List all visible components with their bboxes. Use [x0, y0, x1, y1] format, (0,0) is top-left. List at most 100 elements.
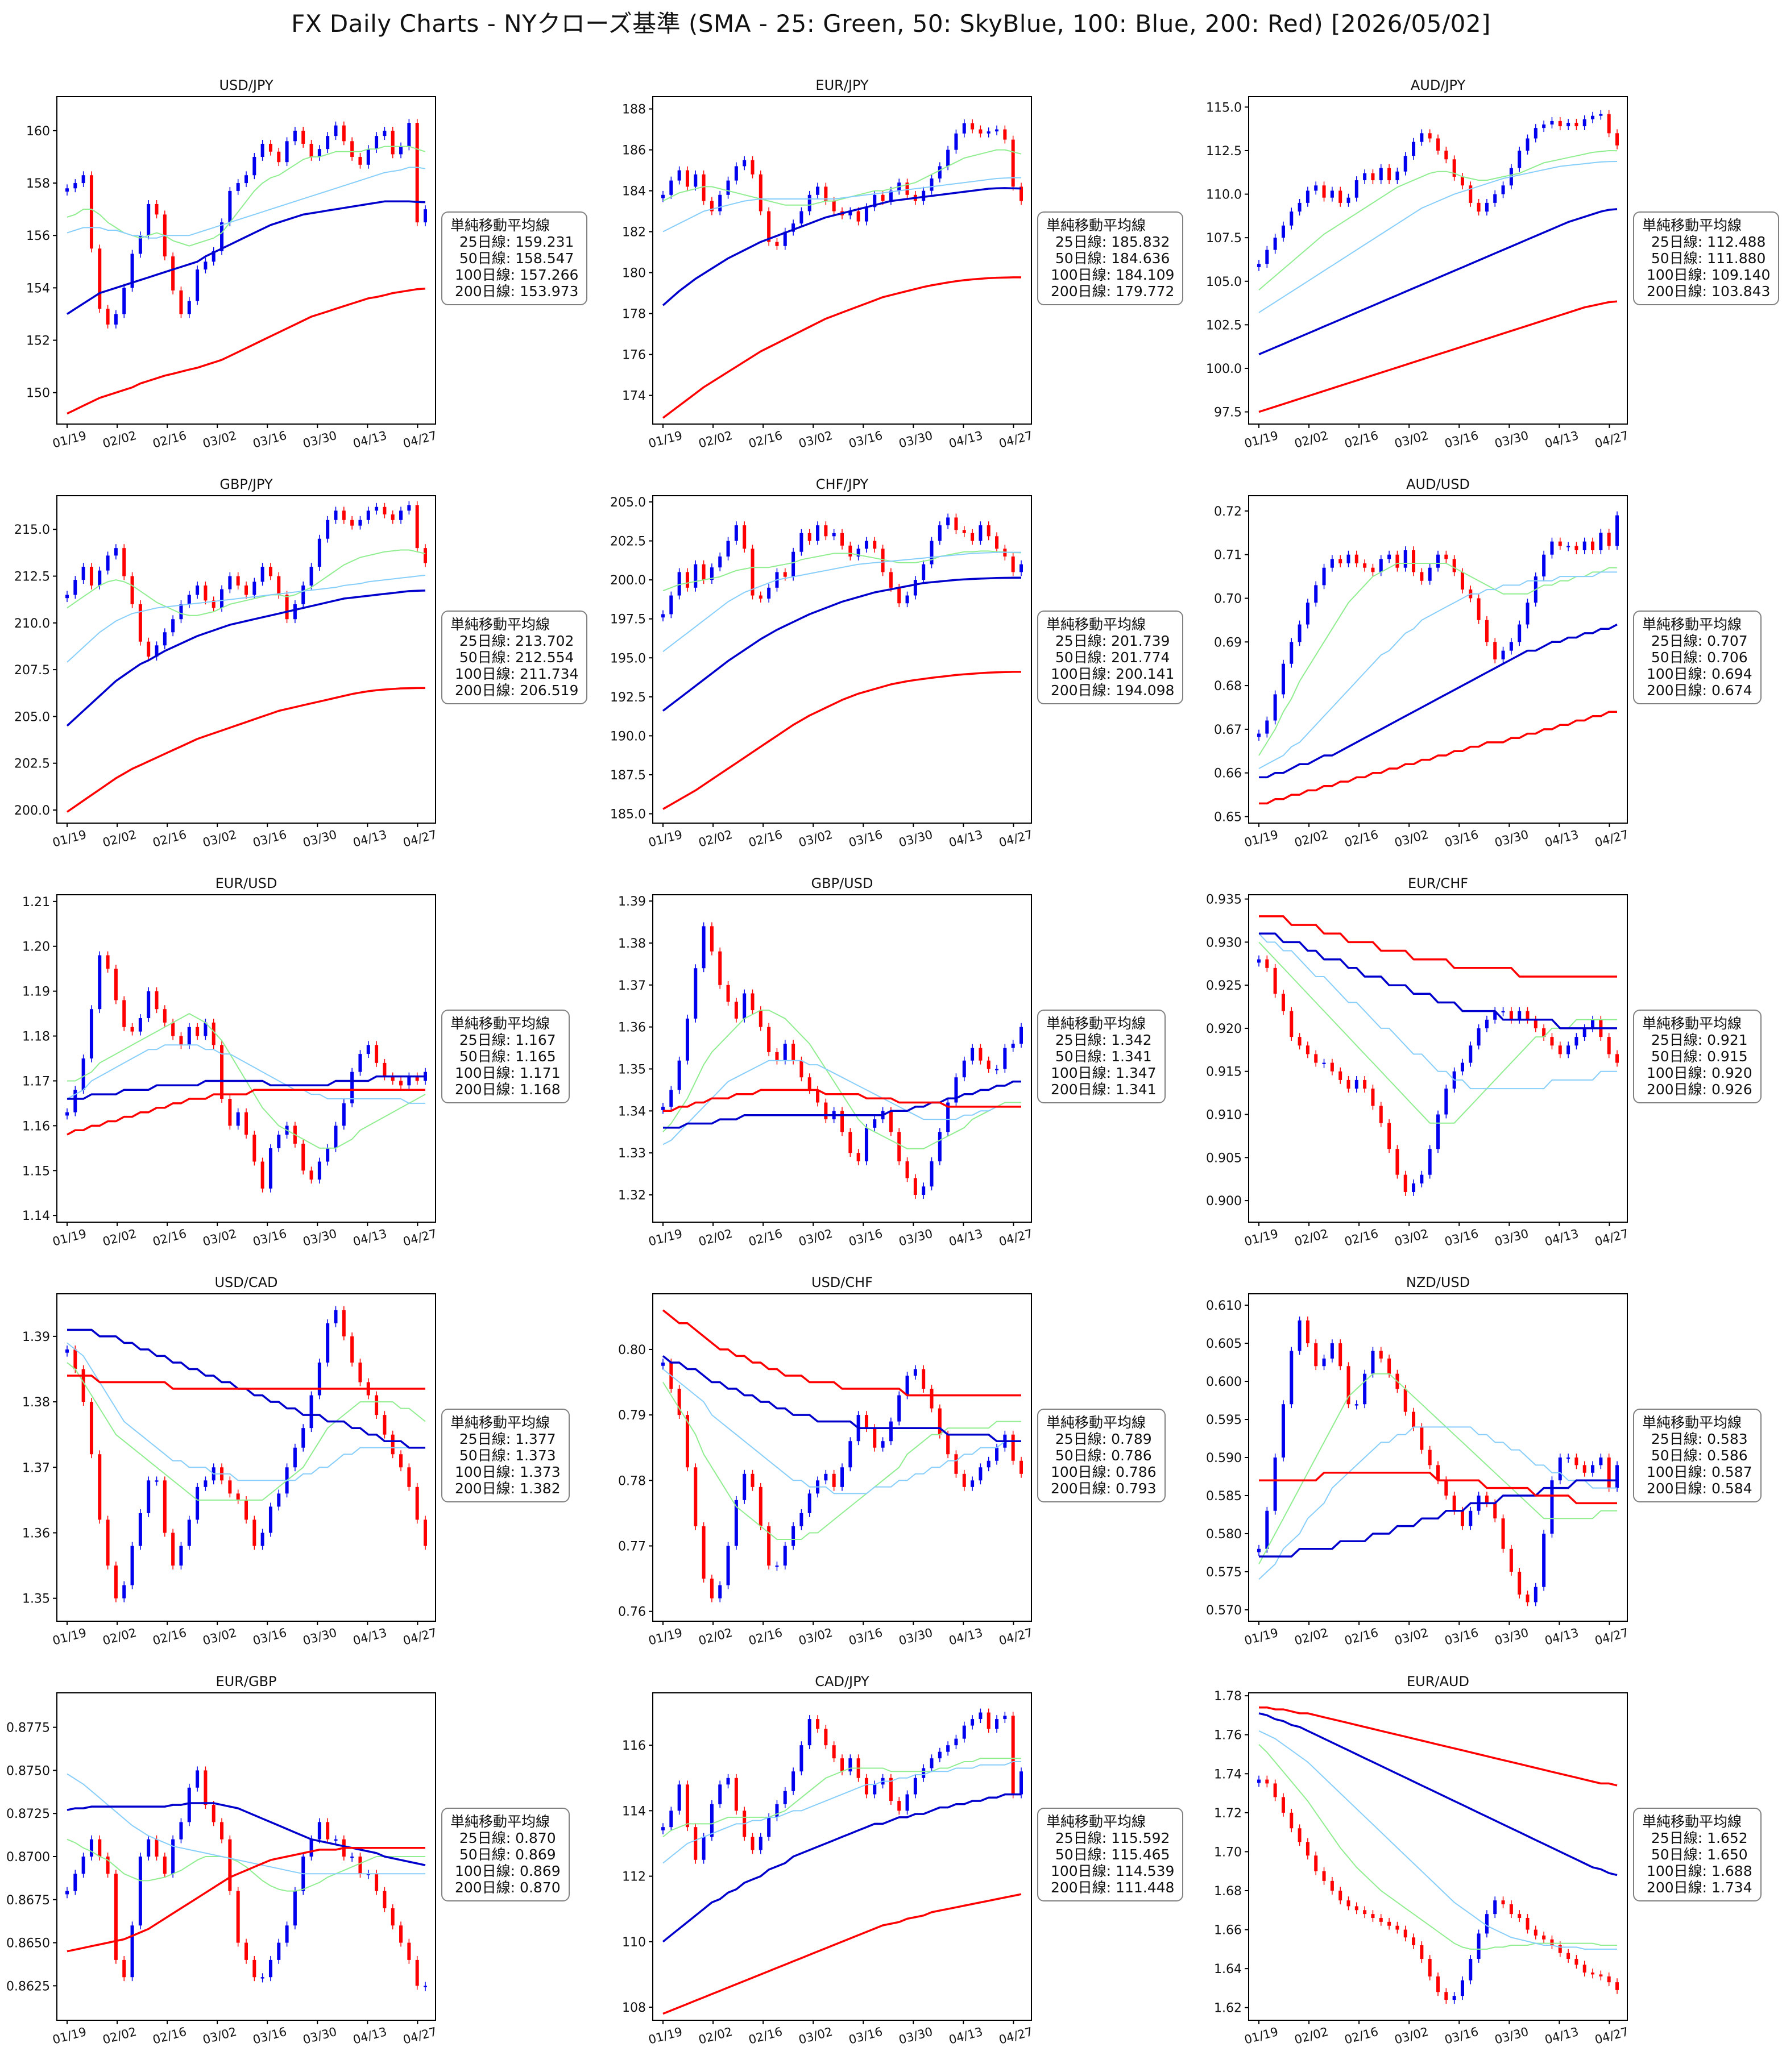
sma50-line	[1258, 1426, 1617, 1580]
candle-body	[138, 1513, 142, 1546]
x-tick-label: 02/16	[747, 1227, 784, 1249]
candle-body	[1607, 1458, 1611, 1488]
candle-body	[1306, 1045, 1309, 1054]
candle-body	[98, 570, 102, 586]
x-tick-label: 04/13	[1543, 1626, 1580, 1648]
candle-body	[309, 143, 313, 157]
candle-body	[1607, 533, 1611, 546]
x-tick-label: 04/13	[947, 2025, 984, 2047]
candle-body	[268, 1506, 272, 1533]
candle-body	[1387, 168, 1391, 181]
y-tick-label: 205.0	[610, 496, 646, 510]
candle-body	[375, 506, 379, 511]
candle-body	[1493, 1900, 1497, 1915]
chart-title: AUD/JPY	[1411, 77, 1466, 93]
candle-body	[383, 1062, 387, 1077]
candle-body	[946, 1102, 950, 1132]
candle-body	[1493, 642, 1497, 659]
candle-body	[971, 533, 975, 541]
ma-value-sma25: 25日線: 1.652	[1642, 1830, 1748, 1846]
x-tick-label: 03/16	[847, 1626, 884, 1648]
candle-body	[293, 604, 297, 620]
candle-body	[1485, 1914, 1489, 1934]
x-tick-label: 03/16	[251, 828, 288, 850]
y-tick-label: 215.0	[14, 523, 50, 537]
candle-body	[954, 1077, 958, 1103]
candle-body	[710, 1804, 714, 1837]
candle-body	[1582, 119, 1586, 127]
candle-body	[391, 130, 395, 155]
chart-svg: CHF/JPY 185.0 187.5 190.0 192.5 195.0 197.5 200…	[610, 476, 1034, 850]
candle-body	[685, 1784, 689, 1828]
candle-body	[987, 525, 991, 537]
y-tick-label: 1.74	[1214, 1767, 1242, 1782]
candle-body	[1290, 1812, 1294, 1829]
ma-value-sma200: 200日線: 0.926	[1642, 1081, 1752, 1098]
candle-body	[1558, 1045, 1562, 1054]
chart-svg: GBP/USD 1.32 1.33 1.34 1.35 1.36 1.37 1.38 1.39 0…	[618, 875, 1034, 1249]
candle-body	[334, 125, 338, 136]
x-tick-label: 03/02	[1393, 429, 1430, 451]
chart-title: GBP/JPY	[219, 476, 273, 492]
ma-values-box: 単純移動平均線 25日線: 201.739 50日線: 201.774 100日…	[1037, 611, 1184, 704]
y-tick-label: 112	[622, 1870, 646, 1884]
candle-body	[1354, 180, 1358, 198]
ma-value-sma50: 50日線: 0.586	[1642, 1447, 1748, 1464]
sma200-line	[1259, 915, 1617, 978]
ma-value-sma25: 25日線: 0.583	[1642, 1431, 1748, 1447]
sma50-line	[67, 1342, 425, 1481]
candle-body	[268, 143, 272, 152]
y-tick-label: 154	[26, 281, 50, 296]
x-tick-label: 03/30	[1493, 1227, 1530, 1249]
y-tick-label: 0.8625	[6, 1979, 50, 1994]
candle-body	[130, 1546, 134, 1585]
ma-values-box: 単純移動平均線 25日線: 1.167 50日線: 1.165 100日線: 1…	[441, 1010, 570, 1103]
candle-body	[1615, 1982, 1619, 1990]
candle-body	[685, 170, 689, 187]
candle-body	[1615, 1465, 1619, 1488]
x-tick-label: 03/30	[301, 429, 338, 451]
candle-body	[309, 1395, 313, 1429]
candle-body	[816, 1719, 820, 1729]
candle-body	[913, 1178, 917, 1195]
candle-body	[1501, 1900, 1505, 1904]
candle-body	[293, 1891, 297, 1926]
candle-body	[1591, 1019, 1595, 1028]
y-tick-label: 1.16	[22, 1119, 50, 1133]
candle-body	[913, 1778, 917, 1795]
ma-value-sma25: 25日線: 1.167	[450, 1032, 556, 1048]
candle-body	[268, 567, 272, 576]
x-tick-label: 03/02	[201, 1626, 238, 1648]
candle-body	[1403, 1389, 1407, 1412]
chart-panel-eur-chf: EUR/CHF 0.900 0.905 0.910 0.915 0.920 0.925 0.9…	[1192, 866, 1782, 1264]
candle-body	[751, 1473, 755, 1487]
candle-body	[1518, 1011, 1522, 1020]
candle-body	[81, 1058, 85, 1090]
candle-body	[1011, 1434, 1015, 1461]
x-tick-label: 02/16	[747, 2025, 784, 2047]
y-tick-label: 1.21	[22, 895, 50, 910]
ma-value-sma100: 100日線: 200.141	[1046, 666, 1175, 682]
candle-body	[415, 1076, 419, 1081]
candle-body	[1330, 1343, 1334, 1359]
candle-body	[702, 564, 706, 580]
x-tick-label: 03/16	[847, 828, 884, 850]
candle-body	[1346, 197, 1350, 203]
candle-body	[1550, 541, 1554, 555]
ma-value-sma100: 100日線: 0.920	[1642, 1065, 1752, 1081]
candle-body	[89, 1402, 93, 1455]
candle-body	[260, 1977, 264, 1979]
candle-body	[734, 1002, 738, 1019]
y-tick-label: 0.69	[1214, 636, 1242, 650]
candle-body	[1518, 1571, 1522, 1595]
candle-body	[661, 1827, 665, 1830]
candle-body	[277, 1493, 281, 1507]
candle-body	[317, 1362, 321, 1396]
chart-svg: CAD/JPY 108 110 112 114 116 01/19 02/02 02/16 03/…	[622, 1674, 1034, 2047]
y-tick-label: 176	[622, 348, 646, 363]
ma-value-sma200: 200日線: 194.098	[1046, 682, 1175, 699]
candle-body	[196, 585, 200, 595]
ma-box-title: 単純移動平均線	[1642, 217, 1742, 234]
candle-body	[89, 1009, 93, 1058]
candle-body	[1322, 185, 1326, 198]
